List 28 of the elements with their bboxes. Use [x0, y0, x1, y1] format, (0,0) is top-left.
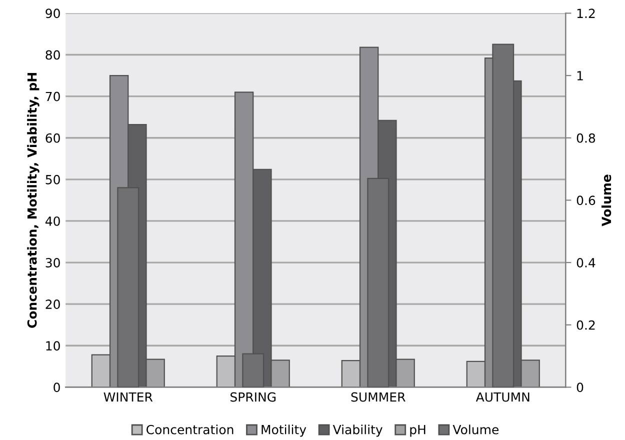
y-axis-title: Concentration, Motility, Viability, pH	[27, 73, 40, 328]
y-tick-label: 0	[54, 382, 60, 392]
y-tick-label: 80	[46, 50, 60, 60]
y2-tick-label: 0.8	[576, 133, 596, 143]
y-tick-label: 10	[46, 341, 60, 351]
y-tick-label: 60	[46, 133, 60, 143]
y-tick-label: 40	[45, 216, 60, 226]
y2-tick-label: 1	[577, 71, 583, 80]
x-tick-label: SUMMER	[351, 392, 406, 402]
legend-label: Concentration	[146, 424, 234, 434]
y-tick-label: 20	[46, 300, 60, 310]
x-tick-label: AUTUMN	[476, 392, 530, 402]
x-tick-label: SPRING	[230, 392, 276, 402]
legend-label: Volume	[452, 424, 499, 434]
y-tick-label: 70	[46, 92, 60, 102]
y-tick-label: 90	[46, 8, 60, 18]
y-tick-label: 50	[46, 174, 60, 184]
y2-tick-label: 0.4	[576, 258, 596, 268]
y2-tick-label: 0	[576, 382, 584, 392]
y2-axis-title: Volume	[601, 174, 612, 226]
legend-label: Motility	[262, 424, 306, 437]
y2-tick-label: 0.6	[576, 196, 596, 206]
y-tick-label: 30	[46, 258, 60, 268]
legend-label: pH	[410, 425, 426, 437]
legend-label: Viability	[332, 424, 382, 437]
y2-tick-label: 1.2	[577, 8, 595, 18]
x-tick-label: WINTER	[104, 392, 153, 402]
y2-tick-label: 0.2	[576, 320, 595, 330]
